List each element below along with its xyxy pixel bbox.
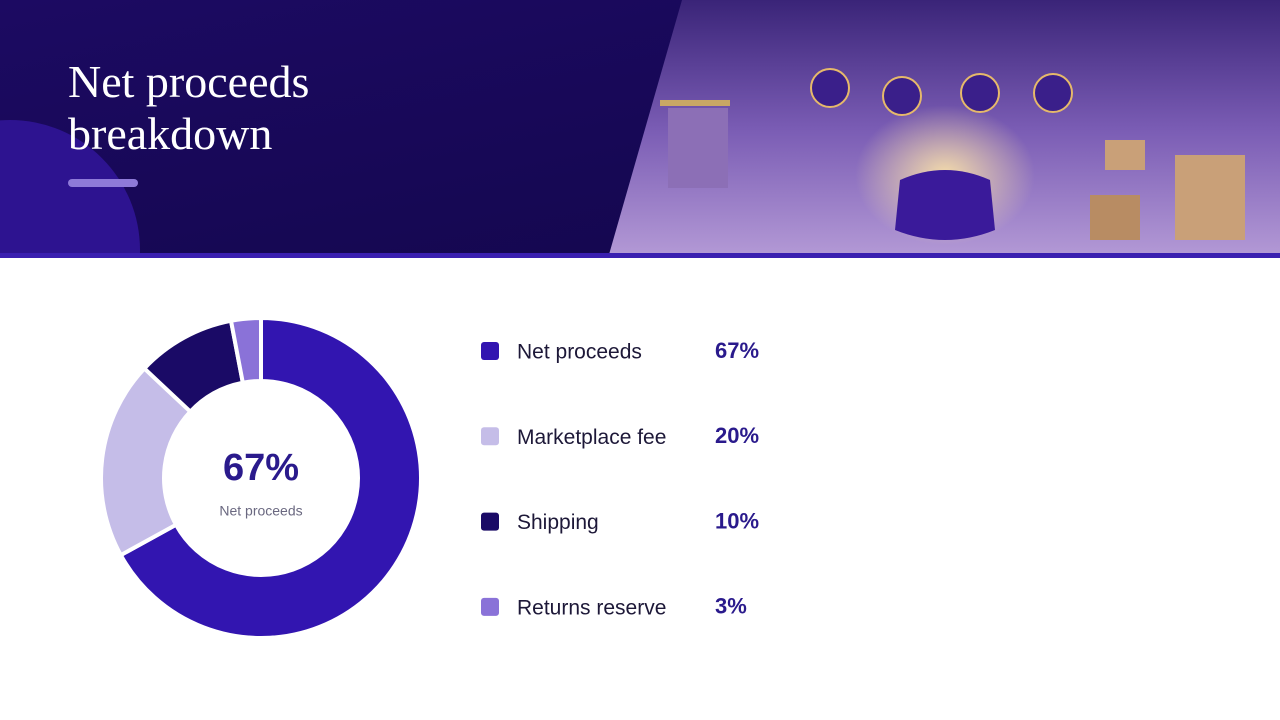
- donut-slice: [118, 316, 423, 640]
- legend-swatch: [481, 512, 499, 531]
- title-underline: [68, 179, 138, 187]
- illustration-box: [1090, 195, 1140, 240]
- center-value: 67%: [223, 447, 299, 489]
- legend-label: Shipping: [517, 511, 599, 534]
- legend-swatch: [481, 427, 499, 446]
- legend-label: Net proceeds: [517, 341, 642, 364]
- header: Net proceeds breakdown: [0, 0, 1280, 258]
- illustration-icons: [810, 68, 1073, 116]
- illustration-clothes: [668, 108, 728, 188]
- legend-value: 3%: [715, 594, 747, 619]
- illustration-rack: [660, 100, 730, 106]
- legend: Net proceeds 67% Marketplace fee 20% Shippin…: [481, 338, 759, 619]
- header-strip: [0, 253, 1280, 258]
- center-label: Net proceeds: [219, 503, 302, 519]
- header-decoration: [0, 120, 140, 258]
- donut-chart: [99, 316, 423, 640]
- legend-label: Returns reserve: [517, 596, 666, 619]
- donut-slice: [99, 366, 193, 558]
- title-line: Net proceeds breakdown: [68, 56, 309, 159]
- illustration-bag: [895, 170, 995, 240]
- chart-title: Net proceeds: [68, 56, 309, 107]
- chart-title-line: breakdown: [68, 108, 272, 159]
- legend-label: Marketplace fee: [517, 426, 666, 449]
- legend-value: 20%: [715, 423, 759, 448]
- legend-swatch: [481, 342, 499, 360]
- legend-swatch: [481, 597, 499, 616]
- illustration-box: [1105, 140, 1145, 170]
- donut-slice: [229, 316, 263, 385]
- illustration-box: [1175, 155, 1245, 240]
- legend-value: 10%: [715, 508, 759, 533]
- legend-value: 67%: [715, 338, 759, 363]
